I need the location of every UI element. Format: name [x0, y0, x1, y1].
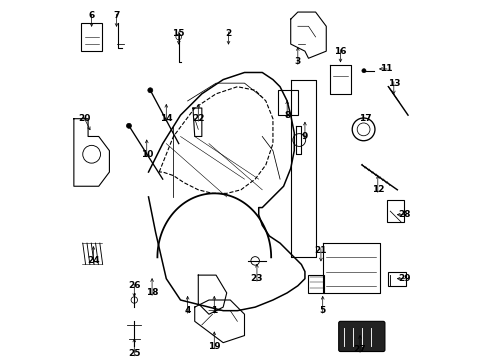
Bar [387, 271, 406, 286]
Text: 29: 29 [397, 274, 410, 283]
Bar [81, 23, 102, 51]
Text: 23: 23 [250, 274, 263, 283]
Text: 7: 7 [113, 11, 120, 20]
Bar [278, 90, 297, 115]
Circle shape [361, 68, 366, 73]
Text: 25: 25 [128, 349, 140, 358]
Text: 11: 11 [380, 64, 392, 73]
Circle shape [147, 88, 152, 93]
Text: 17: 17 [358, 114, 371, 123]
Text: 22: 22 [192, 114, 204, 123]
Text: 10: 10 [140, 150, 153, 159]
Bar [308, 275, 324, 293]
Text: 27: 27 [353, 345, 366, 354]
Circle shape [126, 123, 131, 128]
Text: 16: 16 [334, 47, 346, 56]
Text: 6: 6 [88, 11, 95, 20]
Text: 3: 3 [294, 57, 300, 66]
Text: 13: 13 [387, 78, 399, 87]
Text: 26: 26 [128, 281, 140, 290]
Text: 28: 28 [397, 210, 410, 219]
Text: 12: 12 [371, 185, 383, 194]
Text: 20: 20 [78, 114, 91, 123]
FancyBboxPatch shape [338, 321, 384, 352]
Text: 18: 18 [145, 288, 158, 297]
Text: 15: 15 [172, 29, 184, 38]
Text: 2: 2 [225, 29, 231, 38]
Text: 21: 21 [314, 246, 326, 255]
Text: 1: 1 [211, 306, 217, 315]
Text: 9: 9 [301, 132, 307, 141]
Text: 24: 24 [87, 256, 100, 265]
Bar [386, 201, 404, 222]
Text: 5: 5 [319, 306, 325, 315]
Text: 19: 19 [207, 342, 220, 351]
Text: 8: 8 [284, 111, 290, 120]
Text: 4: 4 [184, 306, 190, 315]
Text: 14: 14 [160, 114, 172, 123]
